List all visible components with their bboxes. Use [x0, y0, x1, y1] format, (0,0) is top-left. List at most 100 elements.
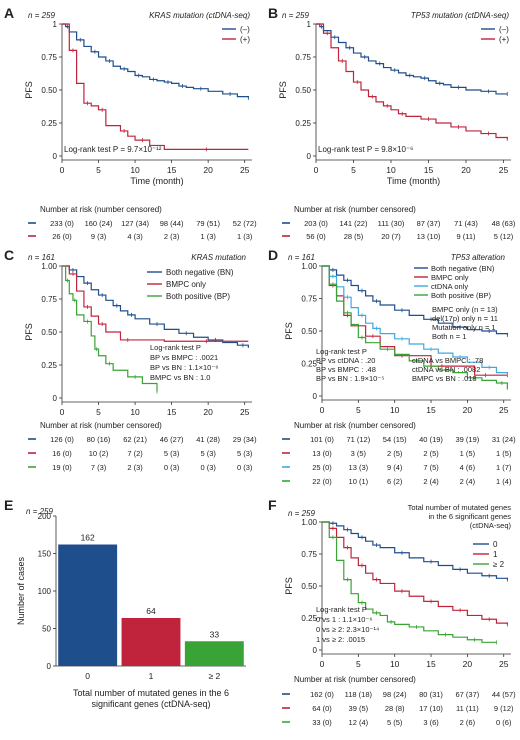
km-curve-3: [322, 265, 508, 390]
risk-cell: 56 (0): [306, 232, 326, 241]
stat-text: 0 vs ≥ 2: 2.3×10⁻¹⁴: [316, 625, 379, 634]
risk-table-header: Number at risk (number censored): [294, 421, 416, 430]
legend-label: (–): [499, 25, 509, 34]
risk-cell: 9 (4): [387, 463, 403, 472]
panel-letter: F: [268, 497, 277, 513]
risk-cell: 98 (24): [383, 690, 407, 699]
legend-title: Total number of mutated genes: [408, 503, 512, 512]
y-tick-label: 0.50: [295, 86, 311, 95]
panel-title: TP53 mutation (ctDNA-seq): [411, 11, 510, 20]
risk-cell: 7 (5): [423, 463, 439, 472]
x-tick-label: 0: [320, 405, 325, 415]
x-tick-label: 25: [499, 405, 509, 415]
x-tick-label: 5: [96, 407, 101, 417]
x-tick-label: 5: [356, 659, 361, 669]
x-tick-label: 0: [60, 407, 65, 417]
stat-text: BMPC vs BN : 1.0: [150, 373, 210, 382]
y-tick-label: 1: [307, 20, 312, 29]
risk-cell: 41 (28): [196, 435, 220, 444]
km-curve-0: [62, 265, 249, 348]
y-tick-label: 0: [313, 646, 318, 655]
km-curve-1: [62, 265, 249, 342]
x-tick-label: 25: [240, 407, 250, 417]
y-tick-label: 100: [38, 587, 52, 596]
risk-cell: 111 (30): [378, 219, 405, 228]
y-tick-label: 150: [38, 550, 52, 559]
risk-cell: 7 (3): [91, 463, 107, 472]
risk-table-header: Number at risk (number censored): [40, 205, 162, 214]
risk-cell: 9 (12): [494, 704, 514, 713]
stat-text: BP vs BMPC : .0021: [150, 353, 218, 362]
y-axis-label: PFS: [278, 81, 288, 99]
x-tick-label: 15: [167, 165, 177, 175]
risk-cell: 12 (4): [349, 718, 369, 727]
bar-1: [121, 618, 181, 666]
risk-cell: 9 (11): [456, 232, 476, 241]
y-tick-label: 1: [53, 20, 58, 29]
x-tick-label: 10: [390, 659, 400, 669]
risk-cell: 4 (6): [460, 463, 476, 472]
y-tick-label: 1.00: [41, 262, 57, 271]
n-label: n = 259: [26, 507, 53, 516]
x-tick-label: 20: [203, 165, 213, 175]
risk-cell: 1 (3): [237, 232, 253, 241]
risk-cell: 7 (2): [127, 449, 143, 458]
risk-cell: 26 (0): [52, 232, 72, 241]
x-tick-label: 10: [390, 405, 400, 415]
risk-table-header: Number at risk (number censored): [294, 675, 416, 684]
risk-cell: 10 (2): [89, 449, 109, 458]
risk-cell: 19 (0): [52, 463, 72, 472]
risk-cell: 5 (3): [237, 449, 253, 458]
legend-title: in the 6 significant genes: [428, 512, 511, 521]
km-curve-1: [316, 23, 508, 139]
x-axis-label: Total number of mutated genes in the 6: [73, 688, 229, 698]
risk-cell: 11 (11): [456, 704, 479, 713]
y-tick-label: 0.75: [301, 295, 317, 304]
stat-text: BP vs ctDNA : .20: [316, 356, 375, 365]
y-tick-label: 0.75: [41, 53, 57, 62]
y-tick-label: 0.25: [41, 361, 57, 370]
stat-text: 1 vs ≥ 2: .0015: [316, 635, 365, 644]
risk-cell: 25 (0): [312, 463, 332, 472]
risk-cell: 3 (5): [351, 449, 367, 458]
risk-cell: 5 (5): [387, 718, 403, 727]
y-tick-label: 0.50: [301, 327, 317, 336]
risk-cell: 141 (22): [340, 219, 368, 228]
panel-letter: D: [268, 247, 278, 263]
x-tick-label: 10: [130, 407, 140, 417]
risk-cell: 80 (31): [419, 690, 443, 699]
risk-cell: 29 (34): [233, 435, 257, 444]
x-tick-label: 0: [60, 165, 65, 175]
x-tick-label: 5: [351, 165, 356, 175]
y-axis-label: PFS: [284, 577, 294, 595]
risk-cell: 20 (7): [381, 232, 401, 241]
risk-cell: 67 (37): [456, 690, 480, 699]
risk-cell: 79 (51): [196, 219, 220, 228]
risk-cell: 28 (8): [385, 704, 405, 713]
risk-cell: 87 (37): [417, 219, 441, 228]
risk-cell: 10 (1): [349, 477, 369, 486]
risk-cell: 13 (10): [417, 232, 441, 241]
risk-cell: 44 (57): [492, 690, 516, 699]
risk-cell: 98 (44): [160, 219, 184, 228]
risk-cell: 1 (5): [460, 449, 476, 458]
km-curve-2: [322, 265, 508, 374]
legend-label: ≥ 2: [493, 560, 505, 569]
legend-label: ctDNA only: [431, 282, 468, 291]
panel-letter: E: [4, 497, 13, 513]
x-tick-label: 25: [240, 165, 250, 175]
legend-label: BMPC only: [431, 273, 469, 282]
y-axis-label: Number of cases: [16, 556, 26, 625]
y-tick-label: 0: [307, 152, 312, 161]
km-curve-1: [62, 23, 249, 150]
n-label: n = 161: [288, 253, 315, 262]
n-label: n = 259: [282, 11, 309, 20]
stat-text: ctDNA vs BMPC : .78: [412, 356, 483, 365]
y-tick-label: 0: [313, 392, 318, 401]
risk-cell: 233 (0): [50, 219, 74, 228]
stat-text: BP vs BN : 1.1×10⁻⁶: [150, 363, 218, 372]
x-axis-label: significant genes (ctDNA-seq): [91, 699, 210, 709]
